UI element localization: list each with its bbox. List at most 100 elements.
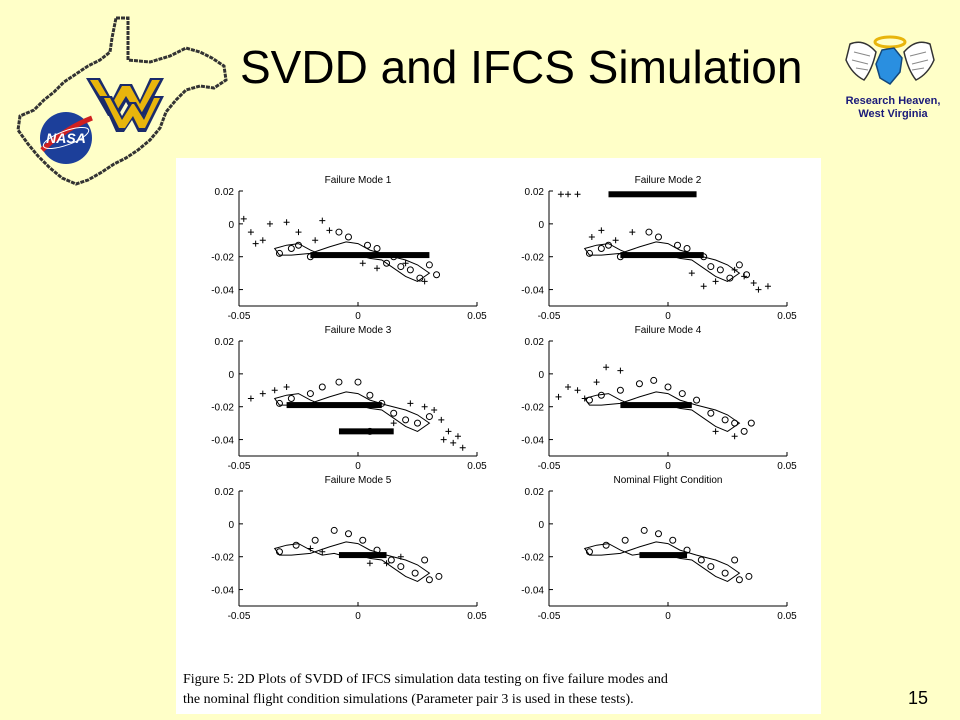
- support-vector-point: [344, 233, 352, 241]
- outlier-point: [593, 379, 600, 386]
- y-tick-label: 0.02: [215, 337, 235, 348]
- outlier-point: [700, 283, 707, 290]
- plot-panel-1: Failure Mode 1 -0.05 0 0.05 0.02 0 -0.02 -0.04: [211, 175, 487, 322]
- support-vector-point: [716, 266, 724, 274]
- caption-line-2: the nominal flight condition simulations…: [183, 692, 634, 707]
- caption-line-1: Figure 5: 2D Plots of SVDD of IFCS simul…: [183, 672, 668, 687]
- outlier-point: [712, 278, 719, 285]
- y-tick-label: -0.04: [211, 286, 234, 297]
- dense-point-band: [286, 402, 382, 409]
- dense-point-band: [310, 252, 430, 259]
- support-vector-point: [411, 569, 419, 577]
- support-vector-point: [735, 261, 743, 269]
- outlier-point: [629, 229, 636, 236]
- outlier-point: [581, 395, 588, 402]
- support-vector-point: [414, 419, 421, 427]
- outlier-point: [764, 283, 771, 290]
- outlier-point: [326, 227, 333, 234]
- lab-name: Research Heaven, West Virginia: [828, 95, 958, 121]
- nasa-meatball-icon: NASA: [40, 112, 93, 164]
- x-tick-label: 0: [665, 311, 671, 322]
- support-vector-point: [721, 569, 729, 577]
- svdd-boundary-line: [583, 391, 741, 432]
- outlier-point: [431, 407, 438, 413]
- y-tick-label: 0: [228, 220, 234, 231]
- dense-point-band: [620, 252, 704, 259]
- support-vector-point: [707, 263, 715, 271]
- support-vector-point: [585, 396, 593, 404]
- support-vector-point: [731, 556, 739, 564]
- x-tick-label: 0: [355, 311, 361, 322]
- outlier-point: [359, 260, 366, 267]
- y-tick-label: -0.02: [521, 253, 544, 264]
- outlier-point: [588, 234, 595, 240]
- x-tick-label: 0: [665, 611, 671, 622]
- svdd-boundary-line: [273, 541, 431, 582]
- support-vector-point: [654, 233, 662, 241]
- support-vector-point: [292, 541, 300, 549]
- support-vector-point: [678, 390, 686, 398]
- y-tick-label: -0.02: [211, 553, 234, 564]
- lab-name-line-2: West Virginia: [858, 108, 928, 120]
- x-tick-label: -0.05: [228, 311, 251, 322]
- outlier-point: [407, 400, 414, 407]
- plot-title: Failure Mode 4: [635, 325, 702, 336]
- support-vector-point: [697, 556, 705, 564]
- plot-title: Failure Mode 3: [325, 325, 392, 336]
- outlier-point: [421, 278, 428, 285]
- svdd-boundary-line: [273, 391, 431, 432]
- outlier-point: [454, 433, 461, 440]
- x-tick-label: -0.05: [228, 611, 251, 622]
- halo-icon: [873, 35, 907, 49]
- support-vector-point: [406, 266, 414, 274]
- support-vector-point: [726, 274, 734, 282]
- support-vector-point: [693, 396, 701, 404]
- y-tick-label: 0.02: [525, 187, 545, 198]
- support-vector-point: [731, 419, 739, 427]
- outlier-point: [440, 436, 447, 443]
- support-vector-point: [650, 376, 658, 384]
- plot-title: Nominal Flight Condition: [614, 475, 723, 486]
- x-tick-label: 0.05: [467, 461, 487, 472]
- x-tick-label: 0: [665, 461, 671, 472]
- plot-panel-6: Nominal Flight Condition -0.05 0 0.05 0.02 0 -…: [521, 475, 797, 622]
- outlier-point: [402, 260, 409, 267]
- outlier-point: [574, 191, 581, 198]
- outlier-point: [612, 237, 619, 244]
- outlier-point: [438, 416, 445, 423]
- plot-title: Failure Mode 1: [325, 175, 392, 186]
- y-tick-label: -0.02: [521, 553, 544, 564]
- state-silhouette-icon: [875, 47, 903, 85]
- plot-panel-3: Failure Mode 3 -0.05 0 0.05 0.02 0 -0.02 -0.04: [211, 325, 487, 472]
- page-number: 15: [908, 688, 929, 708]
- y-tick-label: -0.04: [521, 586, 544, 597]
- support-vector-point: [311, 536, 319, 544]
- support-vector-point: [364, 241, 372, 249]
- y-tick-label: 0.02: [215, 487, 235, 498]
- y-tick-label: -0.02: [211, 403, 234, 414]
- y-tick-label: -0.04: [211, 436, 234, 447]
- nasa-logo-text: NASA: [46, 130, 86, 146]
- dense-point-band: [338, 552, 387, 559]
- support-vector-point: [597, 245, 605, 252]
- outlier-point: [557, 191, 564, 198]
- support-vector-point: [287, 245, 295, 252]
- support-vector-point: [335, 228, 343, 236]
- y-tick-label: -0.04: [521, 286, 544, 297]
- support-vector-point: [359, 536, 367, 544]
- x-tick-label: 0: [355, 461, 361, 472]
- support-vector-point: [683, 245, 691, 252]
- support-vector-point: [616, 386, 624, 394]
- plot-title: Failure Mode 2: [635, 175, 702, 186]
- wing-icon: [845, 41, 935, 81]
- plot-panel-4: Failure Mode 4 -0.05 0 0.05 0.02 0 -0.02 -0.04: [521, 325, 797, 472]
- outlier-point: [247, 395, 254, 402]
- outlier-point: [295, 229, 302, 236]
- y-tick-label: -0.04: [521, 436, 544, 447]
- figure-plots: Failure Mode 1-0.05 0 0.050.020-0.02-0.04F…: [211, 175, 797, 622]
- y-tick-label: -0.04: [211, 586, 234, 597]
- y-tick-label: -0.02: [211, 253, 234, 264]
- support-vector-point: [585, 548, 593, 556]
- plot-title: Failure Mode 5: [325, 475, 392, 486]
- support-vector-point: [645, 228, 653, 236]
